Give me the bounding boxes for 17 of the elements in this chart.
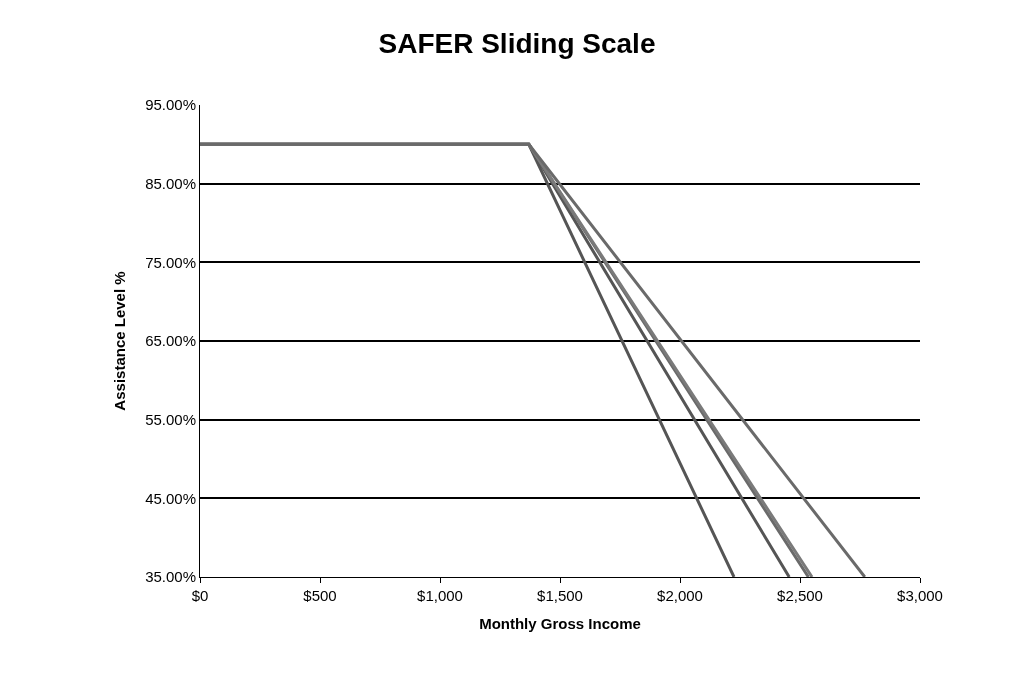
- y-tick-label: 85.00%: [145, 174, 196, 192]
- chart-title: SAFER Sliding Scale: [378, 28, 656, 60]
- x-axis-title: Monthly Gross Income: [479, 615, 641, 632]
- x-tick-label: $0: [191, 587, 209, 604]
- y-tick-label: 75.00%: [145, 253, 196, 271]
- y-tick-label: 55.00%: [145, 410, 196, 428]
- x-tick-label: $500: [303, 587, 337, 604]
- y-axis-title: Assistance Level %: [111, 271, 129, 411]
- y-tick-label: 95.00%: [145, 96, 196, 114]
- x-tick-label: $2,000: [657, 587, 703, 604]
- x-tick-label: $2,500: [777, 587, 823, 604]
- x-tick-label: $1,000: [417, 587, 463, 604]
- y-tick-label: 35.00%: [145, 568, 196, 586]
- y-tick-label: 45.00%: [145, 489, 196, 507]
- x-tick-label: $3,000: [897, 587, 943, 604]
- x-tick-label: $1,500: [537, 587, 583, 604]
- y-tick-label: 65.00%: [145, 332, 196, 350]
